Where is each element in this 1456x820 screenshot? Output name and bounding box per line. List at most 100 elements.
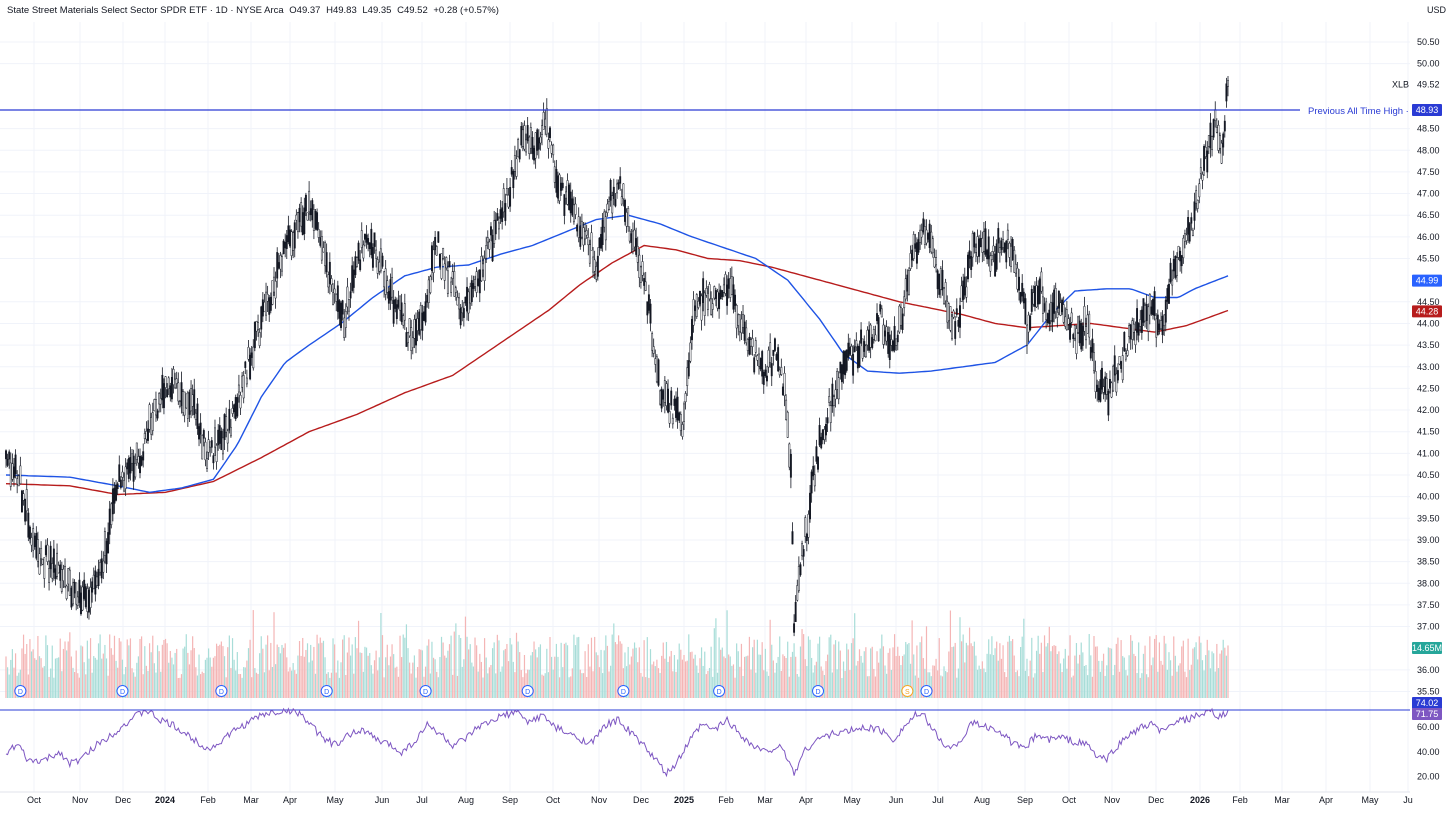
volume-bar [608, 671, 610, 698]
volume-bar [570, 676, 572, 698]
candle-body [681, 424, 684, 437]
candle-body [169, 385, 172, 398]
candle-body [904, 278, 907, 300]
candle-body [416, 318, 419, 331]
volume-bar [19, 669, 21, 698]
volume-bar [298, 641, 301, 698]
candle-body [271, 280, 274, 305]
volume-bar [834, 640, 837, 698]
volume-bar [1200, 642, 1202, 698]
volume-bar [343, 635, 345, 698]
time-tick-label: Dec [115, 795, 132, 805]
time-tick-label: Oct [546, 795, 561, 805]
candle-body [255, 321, 258, 332]
event-marker-label: D [219, 689, 224, 696]
volume-bar [667, 661, 669, 698]
candle-body [54, 568, 57, 579]
candle-body [319, 237, 322, 246]
candle-body [335, 293, 338, 302]
volume-bar [823, 675, 825, 698]
price-tick-label: 42.00 [1417, 405, 1440, 415]
candle-body [403, 303, 406, 321]
candle-body [349, 291, 352, 299]
candle-body [611, 195, 614, 214]
volume-bar [1059, 663, 1062, 698]
volume-bar [485, 657, 487, 698]
volume-bar [407, 648, 409, 698]
candle-body [370, 228, 373, 256]
candle-body [201, 435, 204, 460]
candle-body [1134, 330, 1137, 346]
volume-bar [917, 677, 920, 698]
volume-bar [1174, 655, 1176, 698]
volume-bar [460, 638, 462, 698]
volume-bar [624, 652, 626, 698]
candle-body [1136, 308, 1139, 333]
candle-body [196, 403, 199, 430]
volume-bar [110, 648, 112, 698]
candle-body [225, 416, 228, 433]
volume-bar [81, 646, 84, 698]
volume-bar [852, 638, 854, 698]
candle-body [1094, 371, 1097, 392]
candle-body [584, 231, 587, 240]
volume-bar [126, 639, 128, 698]
volume-bar [855, 665, 857, 698]
candle-body [166, 389, 169, 398]
candle-body [989, 255, 992, 272]
candle-body [687, 360, 690, 377]
candle-body [1051, 302, 1054, 323]
candle-body [836, 370, 839, 390]
price-tick-label: 46.50 [1417, 210, 1440, 220]
volume-bar [1050, 651, 1052, 698]
candle-body [442, 247, 445, 259]
volume-bar [686, 660, 688, 698]
candle-body [643, 278, 646, 286]
candle-body [780, 367, 783, 375]
volume-bar [491, 648, 494, 698]
volume-bar [659, 672, 661, 698]
symbol-label: XLB [1392, 79, 1409, 89]
volume-bar [892, 647, 894, 698]
candle-body [371, 246, 374, 268]
candle-body [241, 375, 244, 388]
volume-bar [281, 644, 283, 698]
candle-body [922, 218, 925, 233]
candle-body [429, 276, 432, 293]
candle-body [541, 125, 543, 135]
volume-bar [822, 670, 824, 698]
candle-body [869, 324, 872, 348]
candle-body [381, 255, 384, 267]
candle-body [119, 479, 122, 488]
candle-body [840, 364, 843, 383]
volume-bar [552, 669, 554, 698]
volume-bar [833, 644, 835, 698]
candle-body [322, 247, 325, 253]
volume-bar [311, 660, 313, 698]
candle-body [737, 314, 740, 326]
volume-bar [782, 654, 784, 698]
candle-body [8, 451, 11, 460]
volume-bar [330, 672, 333, 698]
candle-body [986, 250, 989, 260]
candle-body [520, 126, 523, 146]
volume-bar [911, 620, 913, 698]
volume-bar [169, 650, 171, 698]
candle-body [912, 234, 915, 259]
volume-bar [418, 649, 420, 698]
volume-bar [699, 658, 701, 698]
candle-body [258, 332, 261, 346]
candle-body [515, 158, 518, 177]
candle-body [1049, 301, 1052, 321]
candle-body [930, 231, 933, 253]
volume-bar [582, 673, 585, 698]
currency-label: USD [1426, 5, 1446, 15]
candle-body [245, 377, 248, 385]
candle-body [1139, 319, 1142, 327]
volume-bar [164, 638, 167, 698]
volume-bar [783, 656, 786, 698]
volume-bar [1064, 648, 1066, 698]
sma-red-badge-bg [1412, 305, 1442, 318]
volume-bar [581, 673, 583, 698]
